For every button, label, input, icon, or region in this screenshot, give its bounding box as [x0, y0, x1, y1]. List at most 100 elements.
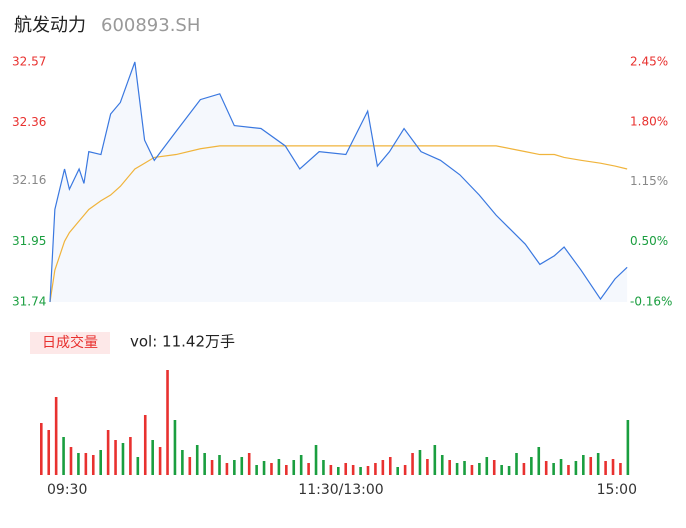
volume-bar [589, 457, 593, 475]
volume-bar [322, 460, 325, 475]
volume-bar [366, 466, 370, 475]
y-tick-label: 32.57 [12, 55, 46, 69]
volume-bar [240, 457, 244, 475]
stock-name: 航发动力 [14, 15, 86, 36]
volume-bar [77, 453, 80, 475]
volume-total: vol: 11.42万手 [130, 333, 235, 351]
volume-bar [604, 461, 607, 475]
series-line [49, 145, 628, 303]
volume-bar [567, 465, 570, 475]
volume-bar [166, 370, 169, 475]
y-tick-label: 31.95 [12, 234, 46, 248]
volume-bar [537, 447, 541, 475]
volume-bar [515, 453, 518, 475]
volume-bar [218, 455, 221, 475]
volume-bar [143, 415, 147, 475]
volume-bar [84, 453, 88, 475]
volume-bar [433, 445, 437, 475]
volume-bar [381, 460, 385, 475]
volume-bar [262, 461, 266, 475]
volume-bar [507, 466, 511, 475]
volume-bar [463, 461, 466, 475]
volume-bar [559, 459, 563, 475]
volume-bar [619, 463, 622, 475]
volume-bar [448, 460, 451, 475]
volume-bar [129, 437, 132, 475]
volume-bar [47, 430, 51, 475]
volume-bar [596, 453, 600, 475]
volume-bar [247, 453, 251, 475]
volume-bar [270, 463, 273, 475]
volume-bar [292, 460, 296, 475]
volume-bar [492, 460, 496, 475]
volume-bar [337, 467, 340, 475]
volume-bar [478, 463, 481, 475]
volume-bar [485, 457, 489, 475]
volume-bar [344, 463, 348, 475]
volume-bar [188, 457, 192, 475]
volume-bar [69, 447, 73, 475]
volume-bar [114, 440, 117, 475]
volume-bar [359, 467, 362, 475]
volume-bar [418, 450, 422, 475]
volume-bar [426, 459, 429, 475]
volume-bar [195, 445, 199, 475]
series-line [49, 61, 628, 303]
volume-bar [255, 465, 258, 475]
volume-bar [151, 440, 154, 475]
volume-bar [173, 420, 177, 475]
stock-code: 600893.SH [101, 15, 200, 36]
volume-bar [522, 463, 526, 475]
volume-bar [530, 457, 533, 475]
volume-bar [91, 455, 95, 475]
price-area [50, 62, 628, 302]
volume-bar [181, 450, 184, 475]
y-tick-label: 31.74 [12, 295, 46, 309]
volume-bar [574, 461, 578, 475]
volume-bar [500, 465, 503, 475]
volume-bar [611, 459, 615, 475]
volume-bar [396, 467, 399, 475]
y2-tick-label: 1.15% [630, 174, 668, 188]
volume-bar [233, 460, 236, 475]
legend-box [30, 332, 110, 354]
volume-bar [210, 460, 214, 475]
volume-bar [136, 457, 140, 475]
y2-tick-label: -0.16% [630, 295, 672, 309]
y2-tick-label: 2.45% [630, 55, 668, 69]
volume-bar [374, 463, 377, 475]
volume-bar [351, 465, 355, 475]
volume-bar [285, 465, 288, 475]
volume-bar [388, 457, 392, 475]
volume-bar [121, 443, 125, 475]
volume-legend: 日成交量 [42, 334, 98, 351]
volume-bar [158, 447, 162, 475]
y2-tick-label: 0.50% [630, 234, 668, 248]
volume-bar [544, 461, 548, 475]
volume-bar [54, 397, 58, 475]
volume-bar [455, 463, 459, 475]
x-tick-label: 09:30 [47, 482, 87, 498]
y-tick-label: 32.36 [12, 115, 46, 129]
volume-bar [411, 453, 414, 475]
volume-bar [40, 423, 43, 475]
volume-bar [582, 455, 585, 475]
volume-bar [329, 465, 333, 475]
y-tick-label: 32.16 [12, 173, 46, 187]
volume-bar [552, 463, 555, 475]
volume-bar [307, 463, 310, 475]
volume-bar [106, 430, 110, 475]
volume-bar [314, 445, 318, 475]
volume-bar [470, 465, 474, 475]
x-tick-label: 11:30/13:00 [298, 482, 383, 498]
x-tick-label: 15:00 [597, 482, 637, 498]
volume-bar [277, 459, 281, 475]
volume-bar [62, 437, 65, 475]
volume-bar [99, 450, 102, 475]
volume-bar [203, 453, 206, 475]
volume-bar [299, 455, 303, 475]
volume-bar [225, 463, 229, 475]
volume-bar [626, 420, 630, 475]
y2-tick-label: 1.80% [630, 114, 668, 128]
